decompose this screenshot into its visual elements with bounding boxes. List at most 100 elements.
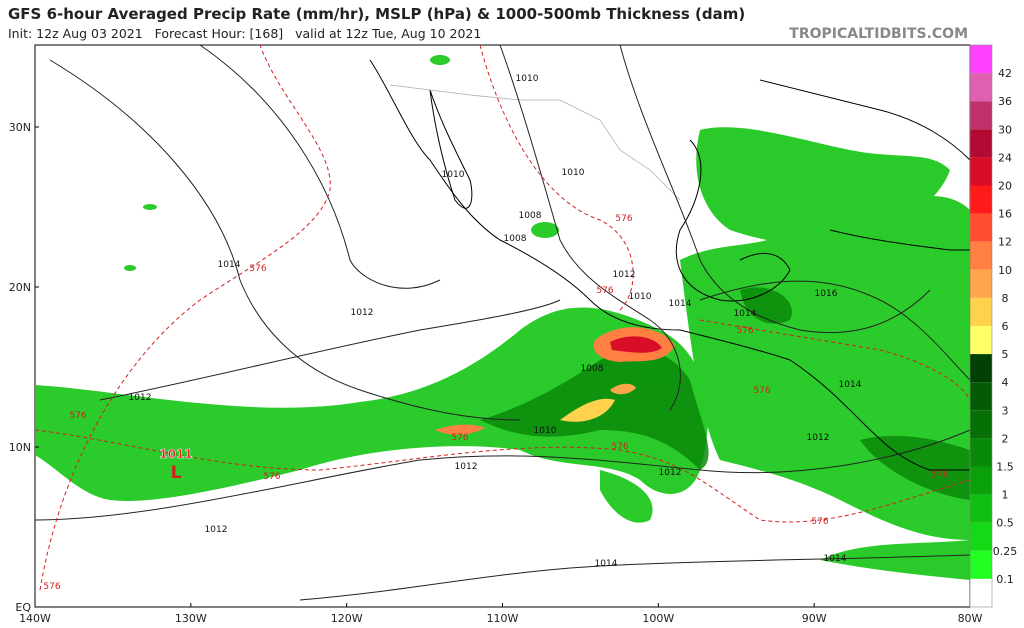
isobar-label: 1012	[455, 462, 478, 472]
isobar-label: 1014	[669, 299, 692, 309]
isobar-label: 1010	[534, 426, 557, 436]
colorbar-label: 1.5	[996, 461, 1014, 474]
colorbar-label: 0.25	[993, 545, 1018, 558]
coastlines	[369, 59, 971, 471]
isobar-label: 1014	[839, 380, 862, 390]
lon-label: 120W	[331, 612, 363, 625]
colorbar-swatch	[970, 101, 992, 130]
low-pressure: 1011	[159, 447, 192, 461]
isobar-label: 1012	[659, 468, 682, 478]
lon-label: 140W	[19, 612, 51, 625]
isobar-label: 1012	[613, 270, 636, 280]
isobar-label: 1010	[442, 170, 465, 180]
colorbar-label: 10	[998, 264, 1012, 277]
colorbar-label: 1	[1002, 489, 1009, 502]
colorbar-label: 42	[998, 67, 1012, 80]
low-symbol: L	[171, 463, 182, 483]
map-area	[34, 44, 971, 601]
isobar-label: 1016	[815, 289, 838, 299]
thickness-label: 576	[931, 470, 948, 480]
lon-label: 130W	[175, 612, 207, 625]
colorbar-swatch	[970, 269, 992, 298]
thickness-label: 576	[69, 411, 86, 421]
precip-intense	[435, 327, 675, 435]
isobar-label: 1012	[807, 433, 830, 443]
thickness-label: 576	[596, 286, 613, 296]
title: GFS 6-hour Averaged Precip Rate (mm/hr),…	[8, 5, 745, 23]
thickness-label: 576	[43, 582, 60, 592]
colorbar-label: 16	[998, 208, 1012, 221]
colorbar-swatch	[970, 466, 992, 495]
thickness-576	[34, 44, 971, 591]
isobar-label: 1014	[595, 559, 618, 569]
isobar-label: 1010	[629, 292, 652, 302]
lon-label: 90W	[802, 612, 827, 625]
colorbar-frame	[969, 44, 993, 608]
colorbar-swatch	[970, 45, 992, 74]
colorbar-swatch	[970, 550, 992, 579]
colorbar-swatch	[970, 578, 992, 607]
thickness-label: 576	[451, 433, 468, 443]
lat-label: 30N	[9, 121, 31, 134]
colorbar-label: 12	[998, 236, 1012, 249]
colorbar-label: 6	[1002, 320, 1009, 333]
colorbar-swatch	[970, 382, 992, 411]
lat-label: 20N	[9, 281, 31, 294]
isobar-label: 1012	[205, 525, 228, 535]
colorbar-swatch	[970, 185, 992, 214]
thickness-label: 576	[811, 517, 828, 527]
colorbar-label: 0.5	[996, 517, 1014, 530]
colorbar-swatch	[970, 494, 992, 523]
isobar-label: 1014	[218, 260, 241, 270]
isobar-label: 1012	[129, 393, 152, 403]
colorbar-swatch	[970, 354, 992, 383]
colorbar-label: 0.1	[996, 573, 1014, 586]
isobar-label: 1008	[581, 364, 604, 374]
isobar-label: 1010	[516, 74, 539, 84]
isobar-label: 1012	[351, 308, 374, 318]
colorbar-label: 20	[998, 180, 1012, 193]
lon-label: 100W	[642, 612, 674, 625]
source: TROPICALTIDBITS.COM	[789, 26, 968, 42]
colorbar-swatch	[970, 297, 992, 326]
isobar-label: 1014	[824, 554, 847, 564]
colorbar-swatch	[970, 157, 992, 186]
colorbar-label: 2	[1002, 432, 1009, 445]
thickness-label: 576	[263, 472, 280, 482]
lat-label: EQ	[15, 601, 31, 614]
isobars	[34, 44, 971, 601]
colorbar-label: 24	[998, 151, 1012, 164]
colorbar-label: 8	[1002, 292, 1009, 305]
colorbar-swatch	[970, 129, 992, 158]
colorbar-swatch	[970, 438, 992, 467]
thickness-label: 576	[615, 214, 632, 224]
colorbar-swatch	[970, 73, 992, 102]
subtitle: Init: 12z Aug 03 2021 Forecast Hour: [16…	[8, 26, 481, 41]
isobar-label: 1014	[734, 309, 757, 319]
borders	[389, 84, 681, 201]
thickness-label: 576	[753, 386, 770, 396]
thickness-label: 576	[736, 326, 753, 336]
thickness-label: 576	[611, 442, 628, 452]
colorbar-label: 30	[998, 123, 1012, 136]
lat-label: 10N	[9, 441, 31, 454]
precip	[35, 55, 970, 580]
isobar-label: 1008	[504, 234, 527, 244]
colorbar-label: 4	[1002, 376, 1009, 389]
colorbar-swatch	[970, 522, 992, 551]
isobar-label: 1010	[562, 168, 585, 178]
thickness-label: 576	[249, 264, 266, 274]
colorbar-swatch	[970, 326, 992, 355]
colorbar-label: 36	[998, 95, 1012, 108]
colorbar-swatch	[970, 241, 992, 270]
lon-label: 80W	[958, 612, 983, 625]
colorbar-swatch	[970, 213, 992, 242]
lon-label: 110W	[487, 612, 519, 625]
colorbar-label: 3	[1002, 404, 1009, 417]
colorbar-swatch	[970, 410, 992, 439]
colorbar-label: 5	[1002, 348, 1009, 361]
colorbar: 42 36 30 24 20 16 12 10 8 6 5 4 3 2 1.5 1 0.5 0.25 0.1	[969, 44, 1018, 608]
